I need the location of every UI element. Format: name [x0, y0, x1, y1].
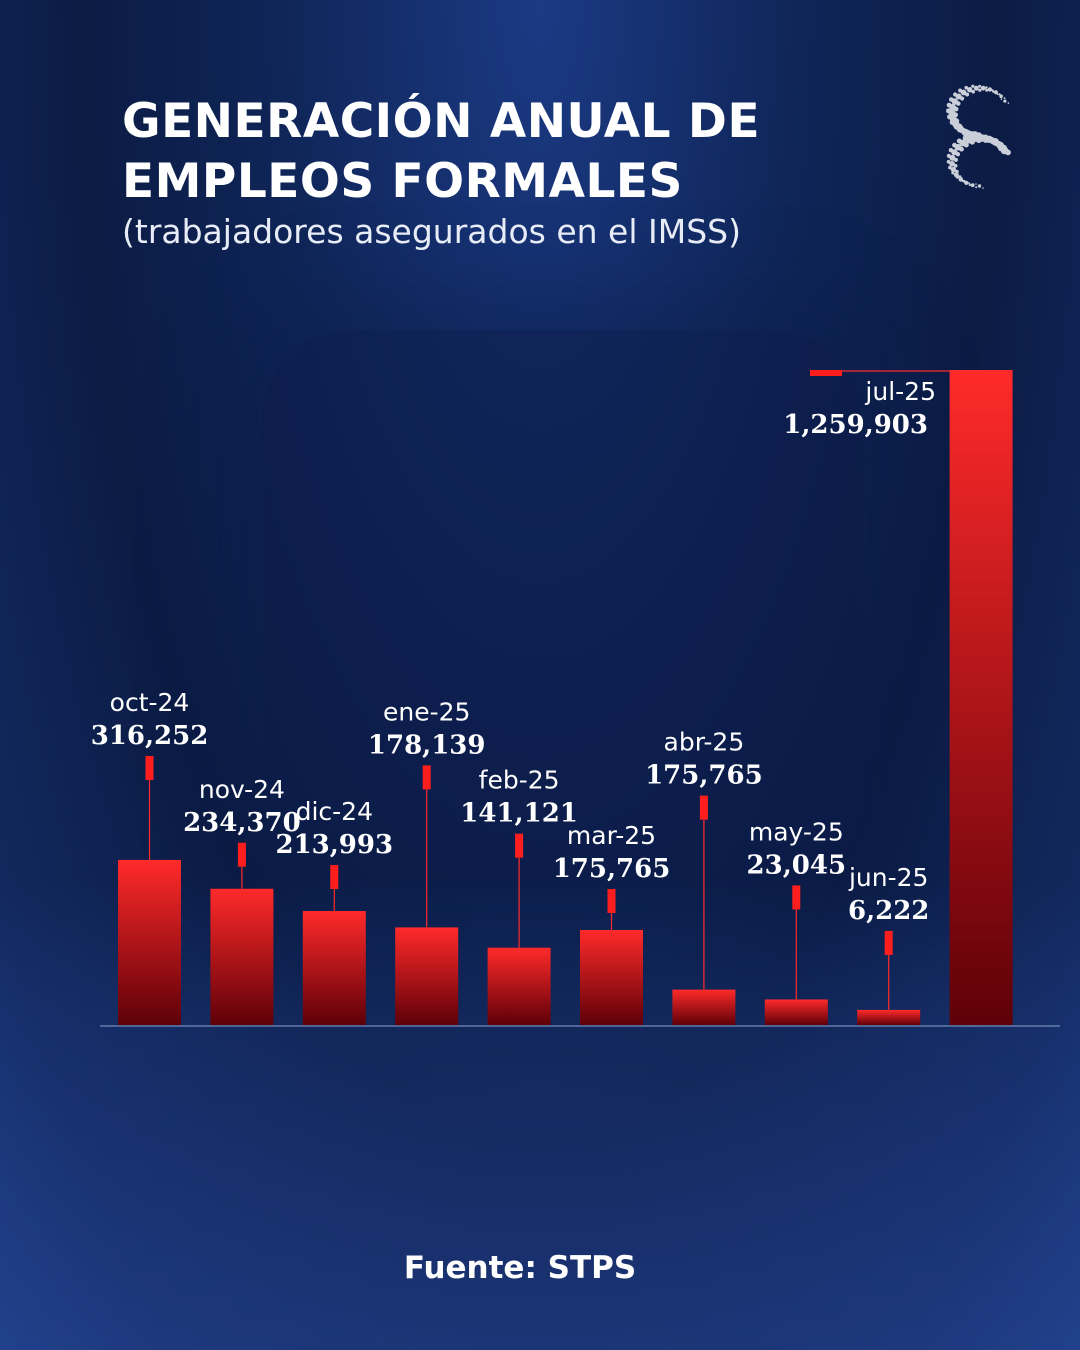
value-label-may-25: 23,045 — [747, 850, 847, 880]
logo-dot — [985, 88, 989, 92]
value-label-mar-25: 175,765 — [553, 854, 671, 884]
logo-dot — [953, 157, 958, 162]
logo-dot — [956, 101, 961, 106]
tick-feb-25 — [515, 833, 524, 858]
logo-dot — [976, 137, 982, 143]
category-label-dic-24: dic-24 — [296, 797, 373, 826]
category-label-feb-25: feb-25 — [479, 766, 560, 795]
tick-may-25 — [792, 885, 801, 910]
tick-nov-24 — [237, 842, 246, 867]
logo-dot — [999, 94, 1003, 98]
logo-dot — [953, 106, 959, 112]
logo-dot — [968, 182, 971, 185]
logo-dot — [1000, 98, 1003, 100]
logo-dot — [964, 85, 968, 90]
logo-dot — [955, 152, 961, 157]
logo-dot — [949, 161, 955, 167]
logo-dot — [995, 140, 1002, 147]
logo-dot — [987, 87, 993, 92]
value-label-dic-24: 213,993 — [275, 830, 393, 860]
value-label-feb-25: 141,121 — [460, 799, 578, 829]
logo-dot — [994, 90, 998, 95]
logo-dot — [955, 176, 959, 179]
category-label-ene-25: ene-25 — [383, 697, 470, 726]
logo-dot — [965, 92, 970, 97]
source-name: STPS — [547, 1250, 637, 1286]
logo-dot — [1003, 99, 1007, 103]
bar-ene-25 — [395, 927, 459, 1025]
category-label-may-25: may-25 — [749, 817, 844, 846]
logo-dot — [977, 184, 982, 188]
logo-dot — [971, 89, 975, 94]
logo-dot — [1001, 144, 1007, 151]
value-label-ene-25: 178,139 — [368, 730, 486, 760]
tick-jul-25 — [810, 370, 842, 376]
tick-dic-24 — [330, 865, 339, 890]
logo-dot — [950, 166, 957, 173]
logo-dot — [1003, 97, 1006, 100]
bar-oct-24 — [118, 859, 181, 1025]
logo-dot — [959, 146, 964, 152]
logo-dot — [1007, 102, 1010, 104]
logo-dot — [961, 179, 964, 183]
logo-dot — [982, 187, 984, 189]
value-label-abr-25: 175,765 — [645, 761, 763, 791]
bar-jul-25 — [949, 370, 1013, 1025]
value-label-nov-24: 234,370 — [183, 808, 301, 838]
tick-jun-25 — [884, 930, 893, 955]
logo-dot — [969, 139, 975, 145]
bar-mar-25 — [580, 930, 643, 1025]
logo-dot — [989, 138, 996, 145]
logo-dot — [964, 180, 969, 185]
tick-oct-24 — [145, 755, 154, 780]
logo-dot — [970, 183, 975, 188]
bar-may-25 — [764, 999, 828, 1025]
logo-dot — [992, 90, 995, 93]
tick-mar-25 — [607, 889, 616, 914]
logo-dot — [948, 165, 952, 170]
dotted-s-logo-icon — [946, 84, 1011, 189]
category-label-abr-25: abr-25 — [664, 728, 745, 757]
logo-dot — [968, 183, 971, 187]
logo-dot — [975, 186, 978, 189]
background-watermark — [262, 330, 862, 890]
logo-dot — [978, 88, 982, 92]
logo-dot — [953, 163, 958, 168]
chart-subtitle: (trabajadores asegurados en el IMSS) — [122, 212, 741, 251]
value-label-jul-25: 1,259,903 — [783, 410, 928, 440]
logo-dot — [963, 142, 969, 148]
logo-dot — [978, 84, 982, 88]
logo-dot — [973, 85, 979, 91]
chart-title: GENERACIÓN ANUAL DE EMPLEOS FORMALES — [122, 94, 761, 209]
bar-dic-24 — [302, 911, 366, 1025]
category-label-jul-25: jul-25 — [864, 377, 936, 406]
value-label-jun-25: 6,222 — [848, 896, 929, 926]
logo-dot — [971, 84, 975, 88]
category-label-mar-25: mar-25 — [567, 821, 656, 850]
logo-dot — [1005, 149, 1011, 156]
tick-abr-25 — [699, 795, 708, 820]
bar-nov-24 — [210, 888, 274, 1025]
source-prefix: Fuente: — [403, 1250, 537, 1286]
category-label-jun-25: jun-25 — [848, 863, 928, 892]
logo-dot — [982, 137, 989, 143]
logo-dot — [975, 183, 977, 185]
logo-dot — [951, 171, 955, 175]
bar-jun-25 — [857, 1009, 921, 1025]
value-label-oct-24: 316,252 — [91, 721, 209, 751]
tick-ene-25 — [422, 765, 431, 790]
logo-dot — [980, 85, 986, 91]
logo-dot — [985, 86, 988, 89]
category-label-nov-24: nov-24 — [199, 775, 285, 804]
bar-abr-25 — [672, 989, 736, 1025]
category-label-oct-24: oct-24 — [110, 688, 190, 717]
source-line: Fuente: STPS — [0, 1250, 1040, 1286]
logo-dot — [998, 93, 1001, 96]
bar-feb-25 — [487, 947, 551, 1025]
logo-dot — [960, 89, 967, 96]
logo-dot — [967, 87, 973, 93]
logo-dot — [960, 96, 965, 101]
